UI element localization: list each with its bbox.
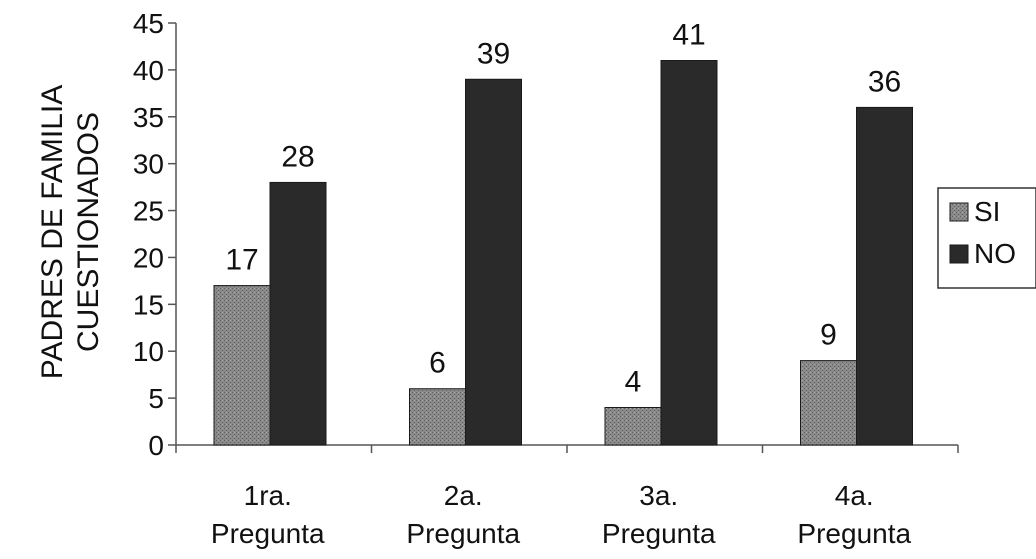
bar-si-4 — [800, 360, 857, 446]
y-axis-title-line-1: PADRES DE FAMILIA — [36, 85, 69, 380]
bar-no-1 — [269, 181, 327, 446]
data-label-si-3: 4 — [625, 365, 642, 398]
data-label-no-4: 36 — [868, 65, 901, 98]
legend-swatch-no — [949, 244, 969, 264]
bar-si-3 — [604, 406, 662, 446]
x-axis — [175, 444, 959, 453]
category-label-4-line-1: 4a. — [835, 480, 874, 511]
category-label-1-line-2: Pregunta — [211, 518, 325, 549]
bar-no-4 — [856, 106, 913, 446]
data-label-no-1: 28 — [281, 140, 314, 173]
y-tick-label: 45 — [133, 8, 164, 39]
category-label-2-line-2: Pregunta — [406, 518, 520, 549]
legend-label-si: SI — [974, 196, 1000, 227]
category-label-4-line-2: Pregunta — [797, 518, 911, 549]
data-labels: 17 6 4 9 28 39 41 36 — [225, 19, 901, 399]
y-axis: 0 5 10 15 20 25 30 35 40 45 — [133, 8, 177, 461]
data-label-si-1: 17 — [225, 244, 258, 277]
legend: SI NO — [937, 187, 1036, 289]
data-label-si-4: 9 — [820, 319, 837, 352]
y-tick-label: 0 — [148, 430, 164, 461]
bar-no-3 — [660, 60, 718, 446]
legend-box — [937, 187, 1036, 289]
bars — [213, 60, 913, 446]
data-label-si-2: 6 — [429, 347, 446, 380]
y-axis-title-line-2: CUESTIONADOS — [72, 112, 105, 352]
y-axis-title: PADRES DE FAMILIA CUESTIONADOS — [36, 85, 105, 380]
y-tick-label: 35 — [133, 102, 164, 133]
data-label-no-2: 39 — [477, 37, 510, 70]
legend-swatch-si — [949, 202, 969, 222]
bar-no-2 — [465, 78, 522, 446]
y-tick-label: 10 — [133, 336, 164, 367]
category-label-2-line-1: 2a. — [444, 480, 483, 511]
category-label-1-line-1: 1ra. — [244, 480, 292, 511]
category-label-3-line-1: 3a. — [639, 480, 678, 511]
legend-label-no: NO — [974, 238, 1016, 269]
y-tick-label: 25 — [133, 196, 164, 227]
bar-si-1 — [213, 285, 271, 446]
y-tick-label: 15 — [133, 289, 164, 320]
category-label-3-line-2: Pregunta — [602, 518, 716, 549]
y-tick-label: 30 — [133, 149, 164, 180]
y-tick-label: 5 — [148, 383, 164, 414]
y-tick-label: 40 — [133, 55, 164, 86]
data-label-no-3: 41 — [672, 19, 705, 52]
bar-si-2 — [409, 388, 466, 446]
y-tick-label: 20 — [133, 242, 164, 273]
category-labels: 1ra. Pregunta 2a. Pregunta 3a. Pregunta 4a. Pre… — [211, 480, 912, 549]
